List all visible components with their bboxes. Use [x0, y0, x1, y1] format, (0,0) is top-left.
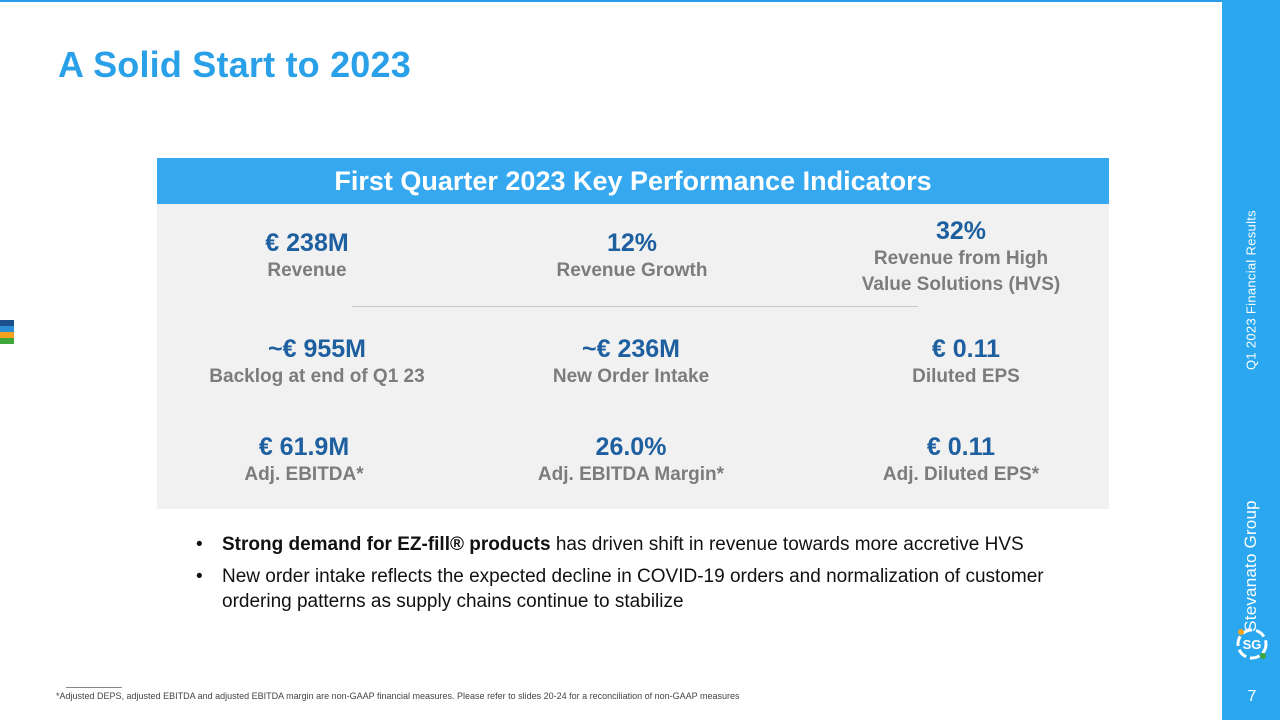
- bullet-text: New order intake reflects the expected d…: [222, 566, 1044, 612]
- bullet-item: New order intake reflects the expected d…: [196, 564, 1096, 614]
- accent-bar-navy: [0, 320, 14, 326]
- kpi-value: ~€ 955M: [268, 335, 366, 363]
- kpi-label: Diluted EPS: [912, 366, 1020, 387]
- kpi-value: 12%: [606, 229, 658, 257]
- footnote: *Adjusted DEPS, adjusted EBITDA and adju…: [56, 691, 740, 701]
- kpi-label: Adj. EBITDA*: [244, 464, 364, 485]
- kpi-value: € 0.11: [926, 433, 996, 461]
- kpi-label: New Order Intake: [552, 366, 710, 387]
- accent-bar-blue: [0, 326, 14, 332]
- kpi-value: 32%: [935, 217, 987, 245]
- brand-name: Stevanato Group: [1241, 500, 1260, 632]
- kpi-hvs-revenue: 32% Revenue from High Value Solutions (H…: [811, 216, 1111, 298]
- kpi-label: Adj. Diluted EPS*: [882, 464, 1040, 485]
- kpi-label: Revenue from High: [873, 248, 1049, 269]
- kpi-label-line2: Value Solutions (HVS): [861, 274, 1061, 295]
- kpi-adj-diluted-eps: € 0.11 Adj. Diluted EPS*: [811, 432, 1111, 488]
- bullet-item: Strong demand for EZ-fill® products has …: [196, 532, 1096, 557]
- kpi-value: € 238M: [265, 229, 349, 257]
- accent-bar-orange: [0, 332, 14, 338]
- kpi-adj-ebitda: € 61.9M Adj. EBITDA*: [154, 432, 454, 488]
- kpi-value: ~€ 236M: [582, 335, 680, 363]
- accent-bar-green: [0, 338, 14, 344]
- kpi-value: 26.0%: [595, 433, 667, 461]
- kpi-divider: [352, 306, 918, 307]
- kpi-label: Revenue: [267, 260, 347, 281]
- page-title: A Solid Start to 2023: [58, 44, 411, 85]
- kpi-diluted-eps: € 0.11 Diluted EPS: [816, 334, 1116, 390]
- kpi-revenue-growth: 12% Revenue Growth: [482, 228, 782, 284]
- kpi-adj-ebitda-margin: 26.0% Adj. EBITDA Margin*: [481, 432, 781, 488]
- bullet-list: Strong demand for EZ-fill® products has …: [196, 532, 1096, 621]
- stevanato-logo-icon: SG: [1236, 628, 1268, 660]
- kpi-backlog: ~€ 955M Backlog at end of Q1 23: [167, 334, 467, 390]
- bullet-text: has driven shift in revenue towards more…: [550, 534, 1024, 555]
- kpi-new-order-intake: ~€ 236M New Order Intake: [481, 334, 781, 390]
- top-rule: [0, 0, 1222, 2]
- kpi-label: Adj. EBITDA Margin*: [537, 464, 725, 485]
- kpi-header: First Quarter 2023 Key Performance Indic…: [157, 158, 1109, 204]
- bullet-bold-text: Strong demand for EZ-fill® products: [222, 534, 551, 555]
- kpi-label: Backlog at end of Q1 23: [209, 366, 425, 387]
- kpi-label: Revenue Growth: [556, 260, 708, 281]
- page-number: 7: [1247, 688, 1257, 705]
- kpi-panel: First Quarter 2023 Key Performance Indic…: [157, 158, 1109, 509]
- left-accent-bars: [0, 320, 14, 344]
- side-section-label: Q1 2023 Financial Results: [1243, 210, 1259, 370]
- kpi-revenue: € 238M Revenue: [157, 228, 457, 284]
- footnote-rule: [66, 687, 122, 688]
- kpi-value: € 0.11: [931, 335, 1001, 363]
- right-brand-band: [1222, 0, 1280, 720]
- svg-text:SG: SG: [1243, 637, 1262, 652]
- kpi-value: € 61.9M: [258, 433, 350, 461]
